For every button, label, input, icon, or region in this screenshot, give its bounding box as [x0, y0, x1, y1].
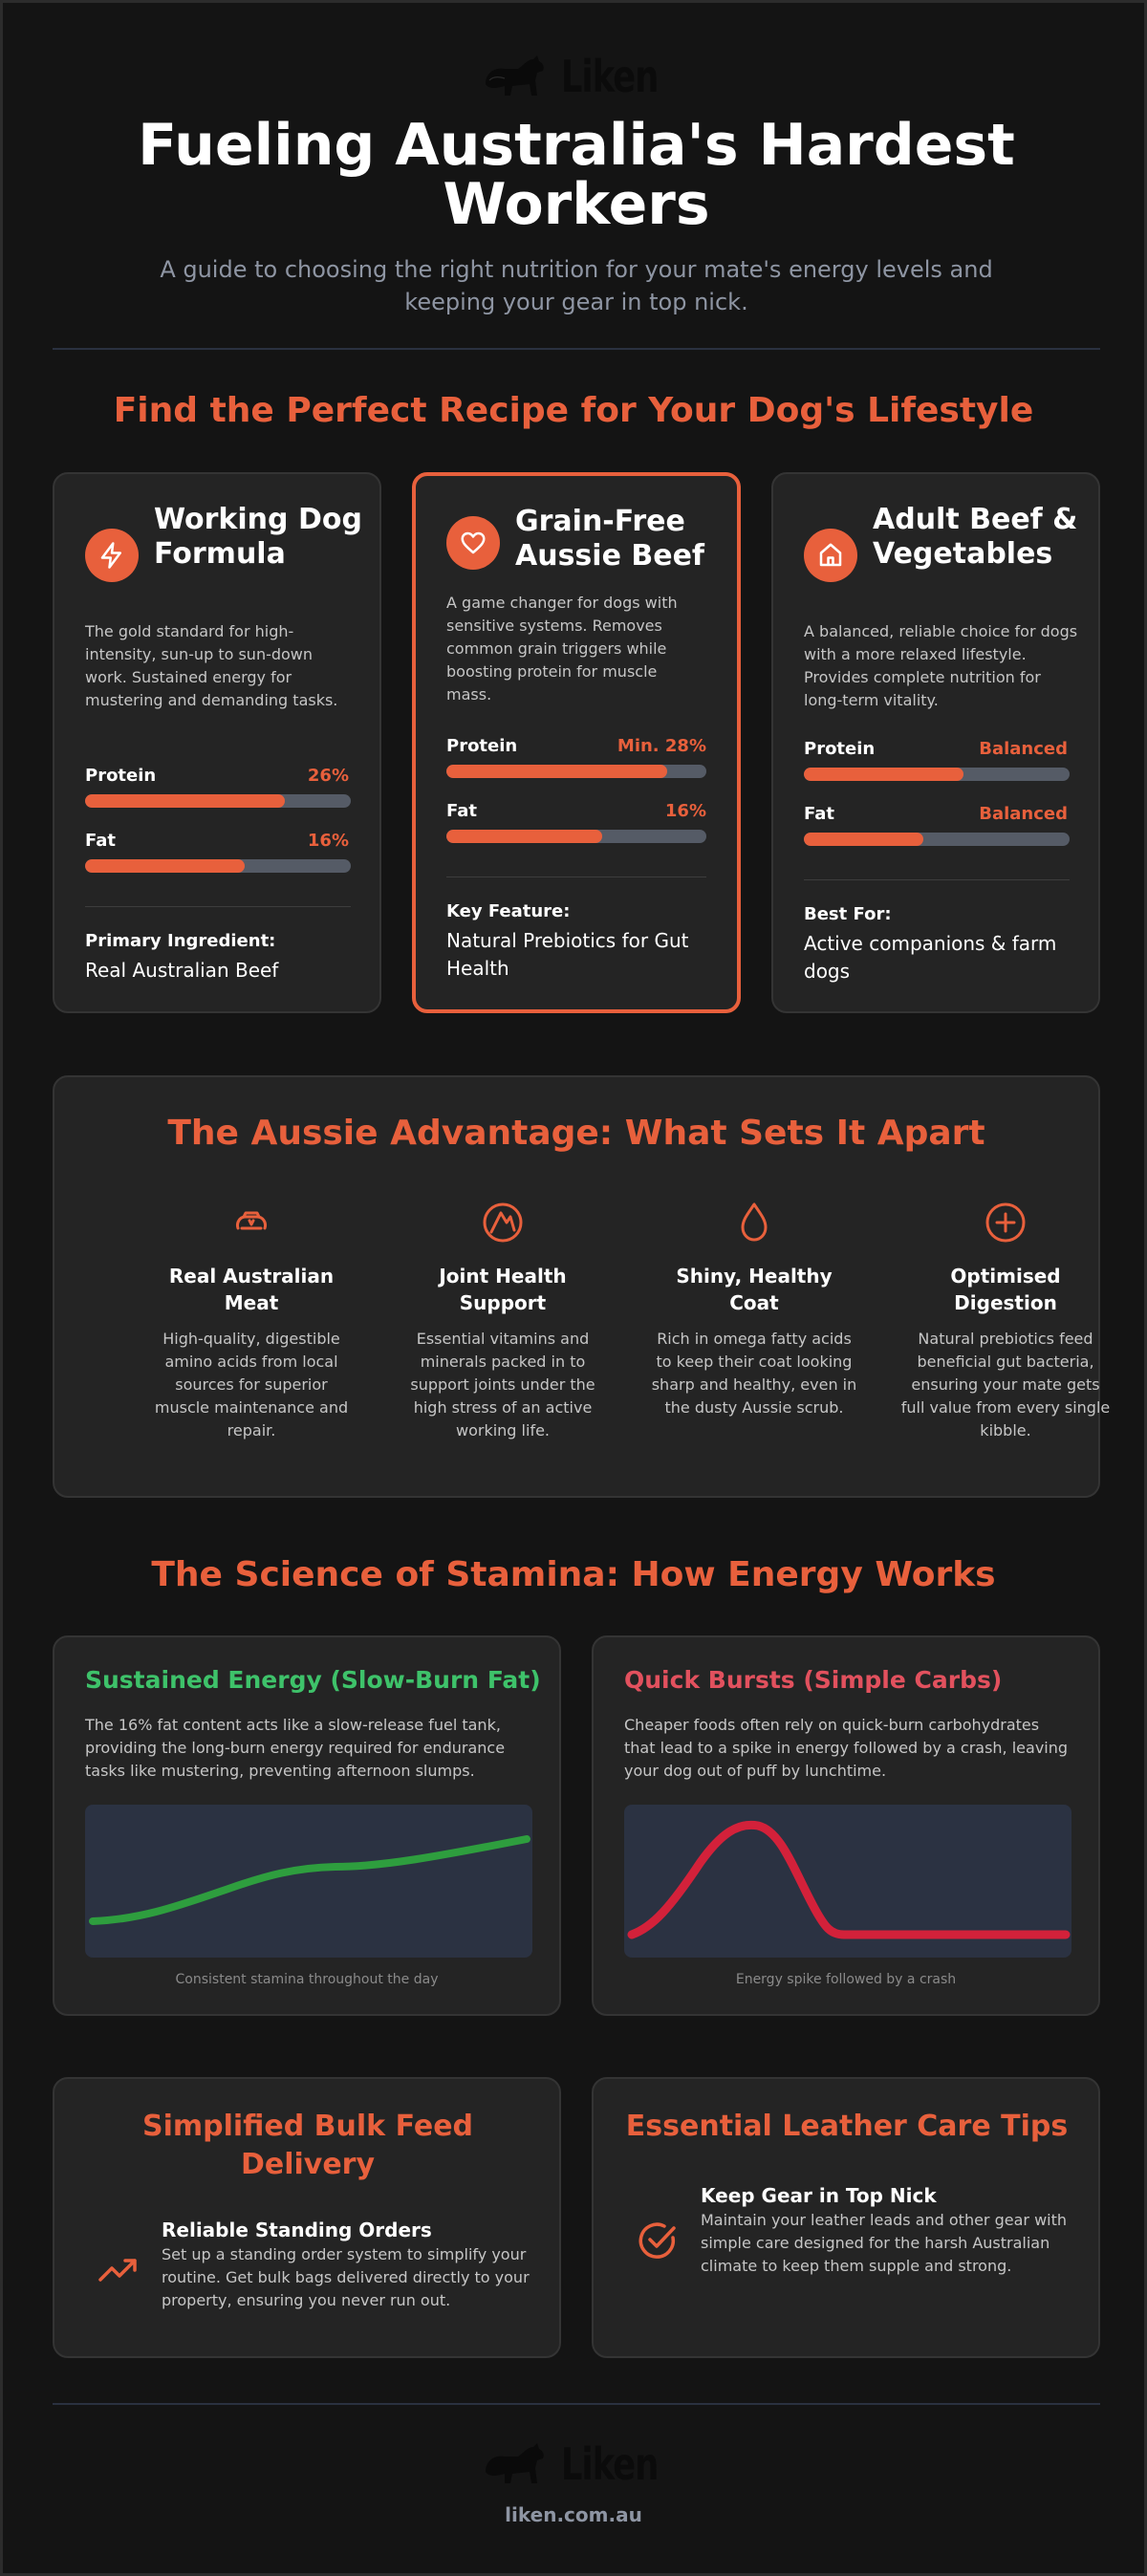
heart-icon	[446, 516, 500, 570]
delivery-card: Simplified Bulk Feed Delivery Reliable S…	[53, 2077, 561, 2358]
energy-card-title: Quick Bursts (Simple Carbs)	[624, 1666, 1003, 1694]
recipe-card-working-dog[interactable]: Working Dog Formula The gold standard fo…	[53, 472, 381, 1013]
recipe-card-description: The gold standard for high-intensity, su…	[85, 622, 338, 709]
energy-card-title: Sustained Energy (Slow-Burn Fat)	[85, 1666, 541, 1694]
advantage-item-name: Joint Health Support	[439, 1265, 567, 1314]
advantage-item-name: Optimised Digestion	[950, 1265, 1061, 1314]
recipe-card-description: A game changer for dogs with sensitive s…	[446, 594, 678, 704]
header-logo: Liken	[3, 51, 1144, 102]
protein-bar	[804, 768, 1070, 781]
fat-bar	[446, 830, 706, 843]
footer-divider	[53, 2403, 1100, 2405]
energy-card-sustained: Sustained Energy (Slow-Burn Fat) The 16%…	[53, 1635, 561, 2016]
recipe-card-title: Adult Beef & Vegetables	[873, 503, 1078, 571]
protein-value: 26%	[307, 766, 349, 786]
advantage-item-description: Natural prebiotics feed beneficial gut b…	[900, 1330, 1111, 1440]
card-footer-label: Best For:	[804, 904, 892, 924]
advantage-item-coat: Shiny, Healthy Coat Rich in omega fatty …	[649, 1200, 859, 1419]
advantage-section-title: The Aussie Advantage: What Sets It Apart	[167, 1114, 985, 1153]
advantage-item-description: Rich in omega fatty acids to keep their …	[651, 1330, 857, 1417]
header-divider	[53, 348, 1100, 350]
delivery-heading: Reliable Standing Orders	[162, 2219, 432, 2241]
recipe-card-grain-free[interactable]: Grain-Free Aussie Beef A game changer fo…	[412, 472, 741, 1013]
quick-burst-graph	[624, 1805, 1071, 1958]
energy-card-description: The 16% fat content acts like a slow-rel…	[85, 1716, 506, 1780]
fat-bar-fill	[804, 833, 924, 846]
protein-label: Protein	[804, 739, 876, 759]
fat-bar-fill	[446, 830, 603, 843]
advantage-item-name: Real Australian Meat	[168, 1265, 335, 1314]
card-footer-value: Natural Prebiotics for Gut Health	[446, 929, 689, 980]
protein-bar-fill	[446, 765, 668, 778]
protein-bar	[85, 794, 351, 808]
energy-card-bursts: Quick Bursts (Simple Carbs) Cheaper food…	[592, 1635, 1100, 2016]
plus-circle-icon	[985, 1202, 1026, 1243]
protein-bar-fill	[85, 794, 285, 808]
energy-chart-caption: Consistent stamina throughout the day	[175, 1972, 439, 1987]
fat-bar-fill	[85, 859, 245, 873]
energy-chart-caption: Energy spike followed by a crash	[735, 1972, 957, 1987]
delivery-title: Simplified Bulk Feed Delivery	[141, 2110, 474, 2181]
protein-bar-fill	[804, 768, 963, 781]
protein-label: Protein	[85, 766, 157, 786]
card-divider	[85, 906, 351, 907]
advantage-item-name: Shiny, Healthy Coat	[676, 1265, 833, 1314]
fat-value: 16%	[664, 801, 706, 821]
muscle-icon	[236, 1211, 267, 1230]
dog-logo-icon	[486, 55, 545, 96]
advantage-item-digestion: Optimised Digestion Natural prebiotics f…	[900, 1200, 1111, 1442]
dog-logo-icon	[486, 2443, 545, 2483]
recipe-card-title: Working Dog Formula	[154, 503, 362, 571]
fat-label: Fat	[85, 831, 116, 851]
protein-value: Min. 28%	[617, 736, 706, 756]
fat-bar	[804, 833, 1070, 846]
advantage-item-joint: Joint Health Support Essential vitamins …	[398, 1200, 608, 1442]
leather-card: Essential Leather Care Tips Keep Gear in…	[592, 2077, 1100, 2358]
fat-label: Fat	[446, 801, 477, 821]
footer-url-link[interactable]: liken.com.au	[505, 2503, 642, 2526]
quick-burst-line	[627, 1820, 1071, 1939]
advantage-panel: The Aussie Advantage: What Sets It Apart…	[53, 1075, 1110, 1498]
card-footer-value: Real Australian Beef	[85, 959, 279, 982]
sustained-energy-line	[89, 1835, 530, 1925]
protein-value: Balanced	[979, 739, 1068, 759]
card-footer-label: Key Feature:	[446, 901, 571, 921]
recipes-section-title: Find the Perfect Recipe for Your Dog's L…	[113, 391, 1034, 430]
fat-bar	[85, 859, 351, 873]
fat-value: Balanced	[979, 804, 1068, 824]
protein-bar	[446, 765, 706, 778]
fat-label: Fat	[804, 804, 834, 824]
advantage-item-meat: Real Australian Meat High-quality, diges…	[146, 1200, 357, 1442]
recipe-card-title: Grain-Free Aussie Beef	[515, 505, 704, 573]
logo-text: Liken	[561, 51, 659, 102]
advantage-item-description: Essential vitamins and minerals packed i…	[410, 1330, 595, 1440]
page-subtitle: A guide to choosing the right nutrition …	[160, 256, 993, 315]
recipe-card-description: A balanced, reliable choice for dogs wit…	[804, 622, 1078, 709]
card-divider	[804, 879, 1070, 880]
footer-logo: Liken	[3, 2438, 1144, 2490]
recipe-card-adult-beef[interactable]: Adult Beef & Vegetables A balanced, reli…	[771, 472, 1100, 1013]
leather-title: Essential Leather Care Tips	[625, 2110, 1069, 2143]
delivery-description: Set up a standing order system to simpli…	[162, 2245, 530, 2309]
advantage-item-description: High-quality, digestible amino acids fro…	[154, 1330, 349, 1440]
sustained-energy-graph	[85, 1805, 532, 1958]
check-circle-icon	[638, 2222, 676, 2259]
logo-text: Liken	[561, 2438, 659, 2490]
leather-description: Maintain your leather leads and other ge…	[701, 2211, 1068, 2275]
trending-up-icon	[98, 2259, 137, 2282]
science-section-title: The Science of Stamina: How Energy Works	[151, 1555, 996, 1594]
energy-card-description: Cheaper foods often rely on quick-burn c…	[624, 1716, 1069, 1780]
home-icon	[804, 529, 857, 582]
protein-label: Protein	[446, 736, 518, 756]
droplet-icon	[741, 1202, 768, 1242]
lightning-icon	[85, 529, 139, 582]
card-footer-value: Active companions & farm dogs	[804, 932, 1057, 983]
page-title: Fueling Australia's Hardest Workers	[138, 112, 1015, 238]
joint-icon	[483, 1202, 523, 1243]
fat-value: 16%	[307, 831, 349, 851]
card-footer-label: Primary Ingredient:	[85, 931, 276, 951]
leather-heading: Keep Gear in Top Nick	[701, 2184, 937, 2207]
